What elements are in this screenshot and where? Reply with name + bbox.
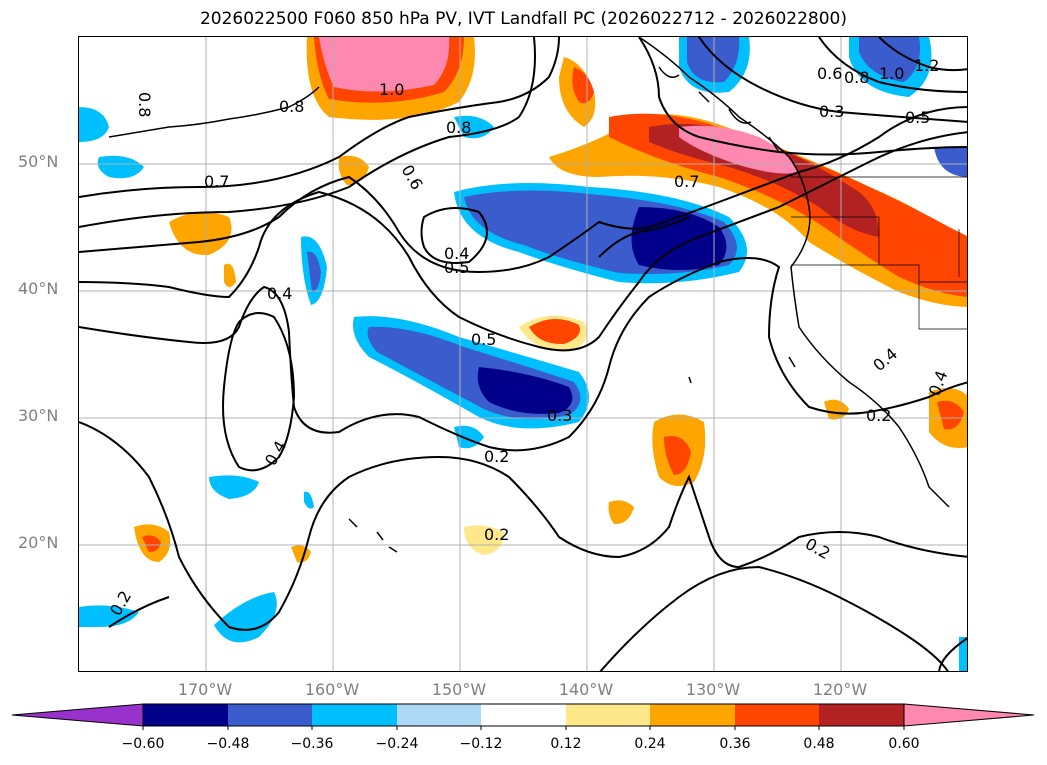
- contour-label: 0.4: [444, 244, 469, 263]
- contour-label: 0.2: [866, 406, 891, 425]
- positive-shading: [134, 37, 967, 563]
- longitude-label: 130°W: [685, 680, 741, 699]
- map-canvas: 0.8 0.8 1.0 0.8 0.6 0.7 0.6 0.8 1.0 1.2 …: [79, 37, 967, 671]
- colorbar-segment: [228, 704, 312, 726]
- contour-label: 0.5: [905, 108, 930, 127]
- colorbar-tick-label: 0.36: [719, 736, 751, 752]
- contour-label: 0.4: [267, 284, 292, 303]
- contour-label: 1.2: [914, 56, 939, 75]
- contour-label: 0.8: [446, 118, 471, 137]
- graticule: [79, 37, 967, 671]
- colorbar-segment: [397, 704, 481, 726]
- longitude-label: 150°W: [431, 680, 487, 699]
- contour-label: 0.6: [817, 64, 842, 83]
- contour-label: 1.0: [879, 64, 904, 83]
- map-panel[interactable]: 0.8 0.8 1.0 0.8 0.6 0.7 0.6 0.8 1.0 1.2 …: [78, 36, 968, 672]
- contour-label: 0.8: [279, 97, 304, 116]
- contour-label: 0.3: [819, 102, 844, 121]
- colorbar-tick-label: 0.60: [888, 736, 920, 752]
- colorbar-segment: [566, 704, 650, 726]
- colorbar-tick-label: −0.48: [206, 736, 250, 752]
- colorbar-extend-max: [903, 703, 1035, 727]
- colorbar-tick-label: −0.24: [375, 736, 419, 752]
- colorbar-segment: [650, 704, 735, 726]
- colorbar-tick-label: 0.48: [803, 736, 835, 752]
- contour-label: 0.7: [204, 172, 229, 191]
- latitude-label: 50°N: [18, 152, 59, 171]
- contour-label: 0.8: [844, 68, 869, 87]
- longitude-label: 120°W: [812, 680, 868, 699]
- contour-label: 0.8: [135, 92, 154, 117]
- contour-label: 0.2: [484, 525, 509, 544]
- latitude-label: 40°N: [18, 279, 59, 298]
- colorbar-segment: [735, 704, 819, 726]
- longitude-label: 160°W: [304, 680, 360, 699]
- negative-shading: [79, 37, 967, 671]
- colorbar-tick-label: −0.36: [290, 736, 334, 752]
- colorbar-segment: [143, 704, 228, 726]
- colorbar-tick-label: −0.12: [459, 736, 503, 752]
- colorbar-segment: [312, 704, 397, 726]
- colorbar-segment: [481, 704, 566, 726]
- longitude-label: 170°W: [177, 680, 233, 699]
- colorbar-segment: [819, 704, 904, 726]
- latitude-label: 20°N: [18, 533, 59, 552]
- contour-label: 0.5: [471, 330, 496, 349]
- colorbar-extend-min: [11, 703, 144, 727]
- colorbar-tick-label: 0.12: [550, 736, 582, 752]
- latitude-label: 30°N: [18, 406, 59, 425]
- contour-label: 0.2: [484, 447, 509, 466]
- contour-label: 0.5: [444, 258, 469, 277]
- contour-label: 1.0: [379, 80, 404, 99]
- map-title: 2026022500 F060 850 hPa PV, IVT Landfall…: [199, 9, 847, 29]
- pv-contours: [79, 37, 967, 671]
- colorbar-outline: [142, 703, 905, 727]
- colorbar-tick-label: −0.60: [121, 736, 165, 752]
- contour-label: 0.7: [674, 172, 699, 191]
- longitude-label: 140°W: [558, 680, 614, 699]
- contour-label: 0.3: [547, 406, 572, 425]
- state-borders: [791, 176, 967, 330]
- colorbar-tick-label: 0.24: [634, 736, 666, 752]
